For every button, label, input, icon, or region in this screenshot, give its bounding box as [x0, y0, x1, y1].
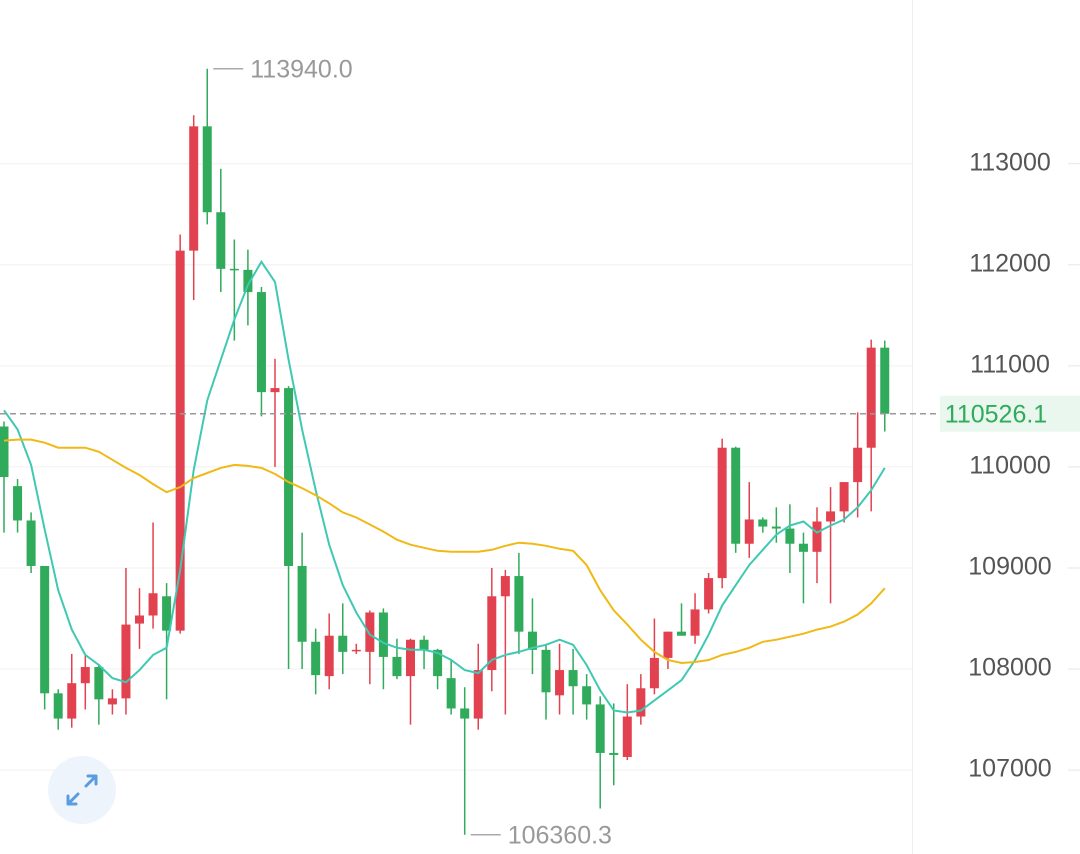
candle-body: [758, 519, 768, 527]
y-tick-label: 109000: [968, 553, 1051, 581]
candle-body: [500, 576, 510, 597]
candle-body: [460, 708, 470, 719]
y-tick-label: 107000: [968, 755, 1051, 783]
y-tick-label: 111000: [970, 350, 1050, 378]
candle-body: [175, 250, 185, 631]
expand-button[interactable]: [48, 756, 116, 824]
candle-body: [636, 688, 646, 717]
candle-body: [704, 578, 714, 610]
candle-body: [568, 670, 578, 687]
candle-body: [649, 657, 659, 689]
candle-body: [338, 635, 348, 652]
candle-body: [582, 686, 592, 705]
candle-body: [527, 631, 537, 650]
candle-body: [595, 704, 605, 753]
candle-body: [771, 526, 781, 529]
annotation-label: 106360.3: [508, 821, 612, 849]
last-price-box: [940, 395, 1080, 432]
candle-body: [378, 612, 388, 657]
candle-body: [162, 596, 172, 631]
candle-body: [256, 292, 266, 393]
candle-body: [351, 649, 361, 652]
candle-body: [243, 269, 253, 293]
moving-average-line: [3, 259, 886, 714]
candle-body: [487, 596, 497, 671]
candle-body: [365, 612, 375, 652]
candle-body: [406, 639, 415, 677]
candle-body: [121, 624, 131, 699]
candle-body: [785, 528, 795, 544]
candle-body: [107, 698, 117, 705]
candle-body: [880, 347, 890, 414]
y-tick-label: 108000: [968, 654, 1051, 682]
candle-body: [311, 641, 321, 676]
candle-body: [53, 693, 63, 719]
expand-circle[interactable]: [48, 756, 116, 824]
candle-body: [446, 678, 456, 709]
expand-icon[interactable]: [66, 774, 98, 806]
candle-body: [40, 565, 50, 694]
candle-body: [189, 126, 199, 251]
candle-body: [473, 670, 483, 719]
candle-body: [433, 649, 443, 677]
candle-body: [94, 667, 104, 700]
y-tick-label: 110000: [969, 452, 1051, 480]
candle-body: [26, 520, 36, 566]
candle-body: [229, 268, 239, 271]
candle-body: [839, 482, 849, 512]
candle-body: [622, 716, 632, 757]
candle-body: [514, 576, 524, 632]
y-tick-label: 113000: [969, 148, 1051, 176]
candle-body: [202, 126, 212, 213]
candle-body: [0, 426, 9, 478]
candle-body: [392, 656, 402, 677]
candle-body: [297, 565, 307, 642]
candle-body: [324, 635, 334, 677]
candle-body: [826, 511, 836, 522]
y-tick-label: 112000: [969, 249, 1051, 277]
candle-body: [677, 631, 686, 636]
candle-body: [798, 543, 808, 552]
candle-body: [419, 639, 429, 650]
candle-body: [80, 667, 90, 684]
candle-body: [663, 631, 673, 658]
annotation-label: 113940.0: [250, 55, 352, 83]
candle-body: [853, 447, 863, 483]
candle-body: [270, 388, 280, 393]
candle-body: [135, 615, 144, 624]
candle-body: [555, 670, 565, 696]
candle-body: [148, 593, 158, 616]
candle-body: [67, 683, 77, 719]
candle-body: [866, 347, 876, 448]
last-price-label: 110526.1: [945, 400, 1047, 428]
candle-body: [731, 447, 741, 544]
grid: [0, 163, 1080, 771]
candle-body: [812, 521, 822, 552]
candle-body: [717, 447, 727, 579]
candle-body: [216, 212, 226, 269]
candle-body: [690, 609, 700, 636]
candle-body: [609, 752, 619, 755]
candle-body: [284, 388, 294, 566]
candle-body: [541, 649, 551, 693]
moving-average-line: [3, 438, 886, 665]
candle-body: [744, 519, 754, 544]
candle-body: [13, 486, 23, 521]
plot: [0, 67, 940, 836]
